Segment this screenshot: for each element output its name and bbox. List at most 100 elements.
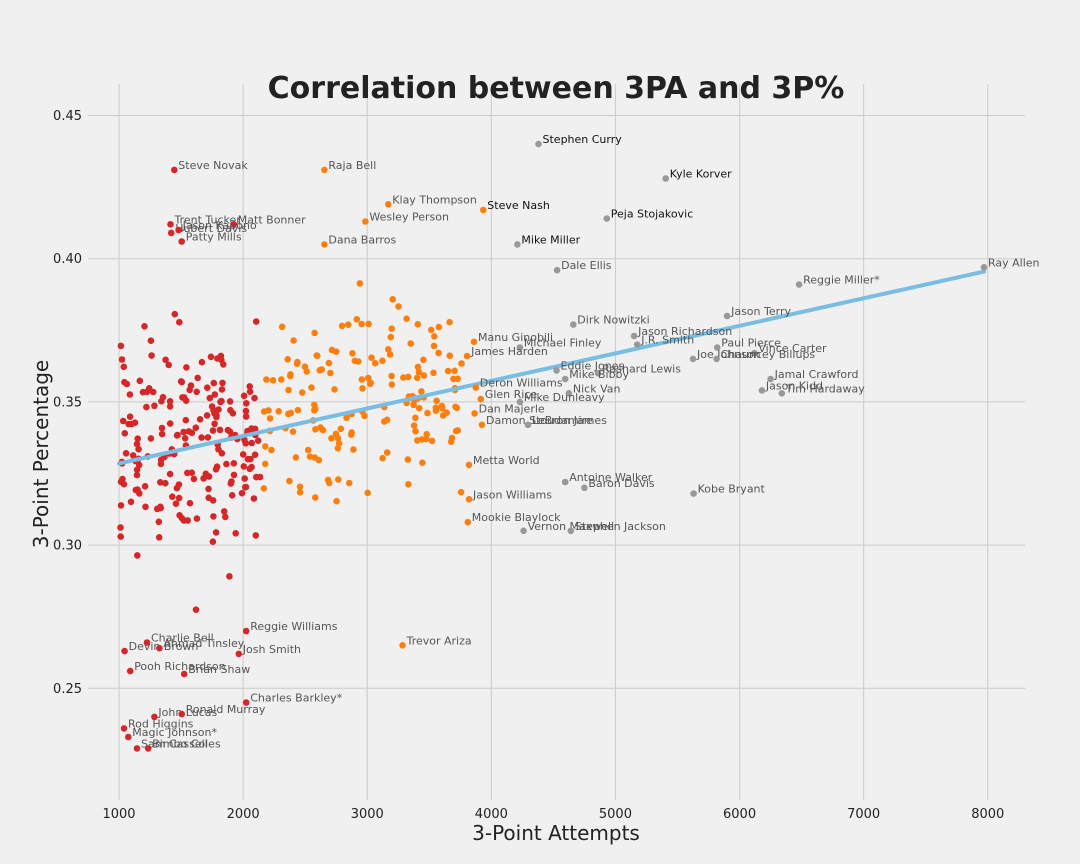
labeled-point: Rod Higgins xyxy=(120,717,194,732)
scatter-point xyxy=(433,397,440,405)
scatter-point xyxy=(139,388,147,396)
scatter-point xyxy=(427,326,435,334)
x-axis-label: 3-Point Attempts xyxy=(472,821,640,845)
scatter-point xyxy=(155,518,163,526)
labeled-point: Jason Kapono xyxy=(175,219,257,234)
scatter-point xyxy=(713,344,721,351)
scatter-point xyxy=(338,322,346,330)
scatter-point xyxy=(383,449,391,456)
scatter-point xyxy=(348,429,356,436)
scatter-point xyxy=(190,475,198,483)
scatter-point xyxy=(251,451,259,459)
scatter-point xyxy=(458,360,465,367)
scatter-point xyxy=(446,352,454,360)
scatter-point xyxy=(162,479,169,487)
scatter-point xyxy=(222,513,229,521)
point-label: Reggie Miller* xyxy=(803,274,880,287)
scatter-point xyxy=(151,402,158,410)
scatter-point xyxy=(117,524,124,531)
point-label: Jason Kidd xyxy=(765,379,823,392)
labeled-point: Wesley Person xyxy=(362,211,449,225)
scatter-point xyxy=(194,374,201,382)
scatter-point xyxy=(204,434,212,441)
labeled-point: Mike Bibby xyxy=(561,368,630,383)
scatter-point xyxy=(553,367,560,374)
scatter-point xyxy=(331,386,338,393)
labeled-point: Stephen Jackson xyxy=(567,520,666,535)
scatter-point xyxy=(275,408,283,415)
scatter-point xyxy=(204,384,211,392)
scatter-point xyxy=(166,403,174,410)
point-label: Vince Carter xyxy=(758,342,827,355)
scatter-point xyxy=(151,713,158,721)
y-tick-label: 0.40 xyxy=(53,252,82,267)
point-label: Matt Bonner xyxy=(238,213,306,226)
labeled-point: Sam Cassell xyxy=(133,737,208,752)
point-label: Stephen Curry xyxy=(543,133,623,146)
labeled-point: Ahmad Tinsley xyxy=(156,637,245,652)
scatter-point xyxy=(158,397,165,405)
scatter-point xyxy=(220,508,228,515)
scatter-point xyxy=(173,432,181,439)
labeled-point: Josh Smith xyxy=(235,643,301,658)
scatter-point xyxy=(415,404,423,412)
scatter-point xyxy=(446,318,453,326)
scatter-point xyxy=(355,358,362,365)
scatter-point xyxy=(410,422,418,429)
point-label: Vernon Maxwell xyxy=(528,520,615,533)
x-tick-label: 4000 xyxy=(475,807,508,822)
scatter-point xyxy=(285,386,292,394)
x-tick-label: 5000 xyxy=(599,807,632,822)
scatter-point xyxy=(516,344,524,351)
labeled-point: Dan Majerle xyxy=(471,402,545,417)
point-label: Raja Bell xyxy=(328,159,376,172)
point-label: Stephen Jackson xyxy=(575,520,666,533)
scatter-point xyxy=(356,280,364,287)
x-tick-label: 8000 xyxy=(971,807,1004,822)
labeled-point: Reggie Miller* xyxy=(795,274,880,288)
scatter-point xyxy=(321,241,328,248)
scatter-point xyxy=(388,325,396,333)
point-label: Jamal Crawford xyxy=(774,368,859,381)
point-label: Jason Kapono xyxy=(182,219,257,232)
scatter-point xyxy=(379,454,386,462)
scatter-point xyxy=(175,226,182,234)
point-label: Josh Smith xyxy=(242,643,301,656)
labeled-point: Steve Novak xyxy=(171,159,248,174)
point-label: Trent Tucker xyxy=(174,213,242,226)
point-label: Bimbo Coles xyxy=(152,737,221,750)
scatter-point xyxy=(723,312,731,320)
scatter-point xyxy=(514,241,521,248)
scatter-point xyxy=(246,465,254,473)
x-tick-label: 1000 xyxy=(102,807,135,822)
scatter-point xyxy=(263,376,270,383)
scatter-point xyxy=(312,494,319,501)
point-label: Peja Stojakovic xyxy=(611,208,693,221)
scatter-point xyxy=(321,166,328,174)
scatter-point xyxy=(278,323,286,331)
scatter-point xyxy=(314,352,321,360)
point-label: Metta World xyxy=(473,454,540,467)
scatter-point xyxy=(166,398,174,405)
scatter-point xyxy=(118,356,126,363)
scatter-point xyxy=(246,388,254,396)
scatter-point xyxy=(312,426,319,433)
scatter-point xyxy=(241,475,248,482)
scatter-point xyxy=(188,469,196,477)
scatter-point xyxy=(167,221,174,228)
scatter-point xyxy=(311,407,318,414)
point-label: LeBron James xyxy=(532,414,607,427)
scatter-point xyxy=(633,341,641,348)
point-label: Dana Barros xyxy=(328,233,396,246)
labeled-point: Rashard Lewis xyxy=(594,362,681,377)
scatter-point xyxy=(464,518,472,526)
scatter-point xyxy=(126,391,134,398)
scatter-point xyxy=(435,323,443,331)
scatter-point xyxy=(413,374,421,382)
scatter-point xyxy=(166,470,174,478)
scatter-point xyxy=(157,503,164,511)
labeled-point: Vernon Maxwell xyxy=(520,520,615,535)
scatter-point xyxy=(209,538,217,545)
scatter-point xyxy=(561,375,569,383)
scatter-point xyxy=(162,356,169,364)
